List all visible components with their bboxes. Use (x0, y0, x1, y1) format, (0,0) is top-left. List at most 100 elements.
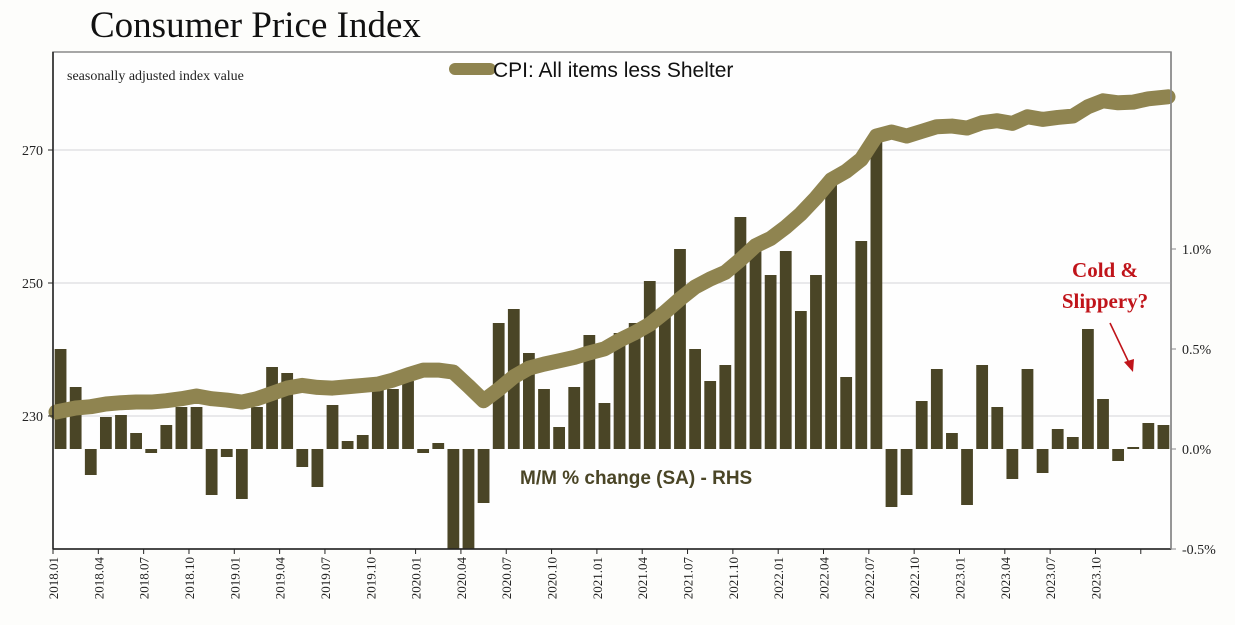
annotation-line1: Cold & (1072, 258, 1138, 282)
bar (1066, 437, 1079, 449)
bar (1082, 329, 1094, 449)
bar (356, 435, 369, 449)
bar-series-label: M/M % change (SA) - RHS (520, 468, 752, 489)
x-tick-label: 2020.04 (454, 557, 469, 600)
x-tick-label: 2019.10 (363, 557, 378, 599)
bar (341, 441, 354, 449)
bar (447, 449, 460, 549)
bar (840, 377, 853, 449)
bar (764, 275, 777, 449)
bar (915, 401, 928, 449)
x-tick-label: 2021.10 (726, 557, 741, 599)
x-tick-label: 2022.01 (771, 557, 786, 599)
bar (69, 387, 82, 449)
bar-series (54, 141, 1170, 549)
x-tick-label: 2018.01 (46, 557, 61, 599)
bar (160, 425, 173, 449)
bar (961, 449, 973, 505)
bar (538, 389, 550, 449)
bar (794, 311, 807, 449)
x-tick-label: 2019.04 (273, 557, 288, 600)
chart-subtitle: seasonally adjusted index value (67, 69, 244, 84)
x-tick-label: 2022.07 (862, 557, 877, 600)
bar (220, 449, 233, 457)
x-tick-label: 2021.04 (635, 557, 650, 600)
bar (266, 367, 278, 449)
annotation-arrow-shaft (1109, 322, 1131, 366)
x-tick-label: 2023.04 (998, 557, 1013, 600)
bar (190, 407, 203, 449)
bar (311, 449, 324, 487)
bar (432, 443, 445, 449)
bar (930, 369, 943, 449)
annotation-arrow-head (1124, 359, 1134, 372)
bar (205, 449, 218, 495)
x-tick-label: 2018.07 (137, 557, 152, 600)
bar (810, 275, 822, 449)
bar (598, 403, 611, 449)
bar (1036, 449, 1049, 473)
left-tick-label: 270 (22, 144, 43, 159)
bar (674, 249, 686, 449)
right-tick-label: 0.0% (1182, 443, 1212, 458)
bar (976, 365, 989, 449)
bar (326, 405, 339, 449)
bar (1142, 423, 1155, 449)
bar (130, 433, 142, 449)
bar (371, 389, 384, 449)
bar (402, 381, 414, 449)
bar (54, 349, 67, 449)
bar (855, 241, 868, 449)
chart-title: Consumer Price Index (90, 5, 421, 46)
bar (885, 449, 898, 507)
x-tick-label: 2018.04 (91, 557, 106, 600)
bar (825, 181, 837, 449)
bar (613, 333, 626, 449)
bar (779, 251, 792, 449)
bar (734, 217, 747, 449)
bar (251, 407, 263, 449)
bar (1006, 449, 1019, 479)
x-tick-label: 2020.10 (545, 557, 560, 599)
legend-label: CPI: All items less Shelter (493, 59, 733, 82)
x-tick-label: 2020.07 (499, 557, 514, 600)
bar (1097, 399, 1109, 449)
x-tick-label: 2018.10 (182, 557, 197, 599)
x-tick-label: 2019.01 (227, 557, 242, 599)
bar (115, 415, 127, 449)
bar (477, 449, 490, 503)
bar (1112, 449, 1125, 461)
right-tick-label: 1.0% (1182, 243, 1212, 258)
x-tick-label: 2019.07 (318, 557, 333, 600)
bar (417, 449, 430, 453)
annotation: Cold & Slippery? (1062, 258, 1148, 372)
bar (870, 141, 883, 449)
bar (628, 323, 641, 449)
cpi-line (48, 89, 1176, 420)
bar (553, 427, 566, 449)
bar (689, 349, 701, 449)
annotation-line2: Slippery? (1062, 289, 1148, 313)
bar (523, 353, 535, 449)
legend: CPI: All items less Shelter (449, 59, 733, 82)
left-tick-label: 230 (22, 410, 43, 425)
bar (1157, 425, 1170, 449)
x-tick-label: 2020.01 (409, 557, 424, 599)
x-tick-label: 2023.10 (1088, 557, 1103, 599)
bar (719, 365, 732, 449)
right-tick-label: 0.5% (1182, 343, 1212, 358)
right-tick-label: -0.5% (1182, 543, 1216, 558)
bar (281, 373, 294, 449)
bar (175, 407, 188, 449)
bar (643, 281, 656, 449)
bar (1051, 429, 1064, 449)
bar (658, 317, 671, 449)
bar (568, 387, 581, 449)
bar (991, 407, 1004, 449)
bar (145, 449, 158, 453)
bar (296, 449, 309, 467)
x-tick-label: 2023.07 (1043, 557, 1058, 600)
axes: 230 250 270 -0.5% 0.0% 0.5% 1.0% 2018.01 2018.04… (22, 52, 1216, 599)
bar (84, 449, 97, 475)
